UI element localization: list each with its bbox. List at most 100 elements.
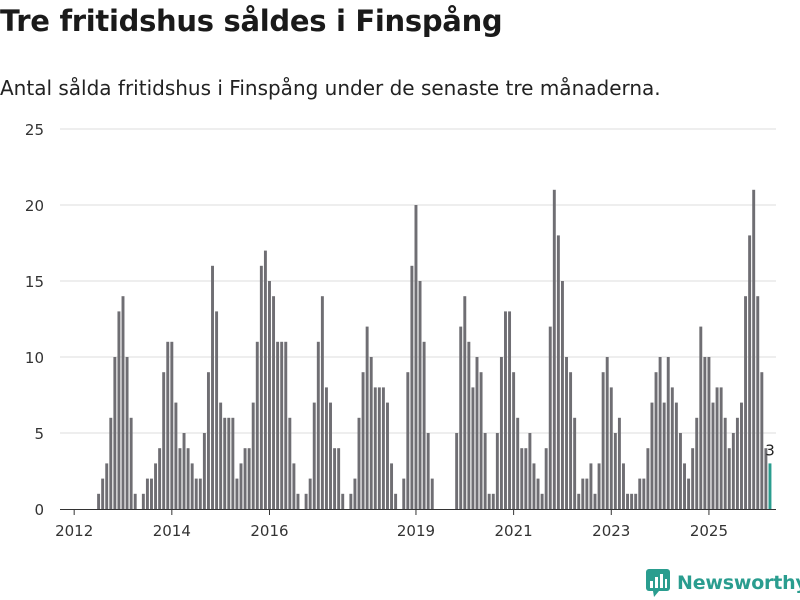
bar bbox=[239, 463, 243, 509]
bar bbox=[251, 402, 255, 509]
bar bbox=[353, 478, 357, 509]
bar bbox=[687, 478, 691, 509]
bar bbox=[764, 448, 768, 509]
bar bbox=[499, 357, 503, 509]
bar bbox=[373, 387, 377, 509]
bar bbox=[243, 448, 247, 509]
bar bbox=[731, 433, 735, 509]
bar bbox=[259, 265, 263, 509]
bar bbox=[646, 448, 650, 509]
bar bbox=[414, 205, 418, 509]
bar bbox=[276, 341, 280, 509]
bar bbox=[642, 478, 646, 509]
bar bbox=[540, 493, 544, 509]
bar bbox=[198, 478, 202, 509]
bar bbox=[548, 326, 552, 509]
bar bbox=[141, 493, 145, 509]
bar bbox=[650, 402, 654, 509]
bar bbox=[178, 448, 182, 509]
bar bbox=[316, 341, 320, 509]
bar bbox=[654, 372, 658, 509]
bar bbox=[190, 463, 194, 509]
chart-title: Tre fritidshus såldes i Finspång bbox=[0, 4, 503, 38]
bar bbox=[105, 463, 109, 509]
bar bbox=[288, 417, 292, 509]
y-tick-label: 5 bbox=[34, 425, 44, 443]
bar bbox=[174, 402, 178, 509]
bar bbox=[662, 402, 666, 509]
bar bbox=[158, 448, 162, 509]
bar bbox=[674, 402, 678, 509]
bar bbox=[154, 463, 158, 509]
bar bbox=[97, 493, 101, 509]
bar bbox=[455, 433, 459, 509]
bar bbox=[324, 387, 328, 509]
bar bbox=[467, 341, 471, 509]
bar bbox=[215, 311, 219, 509]
bar bbox=[247, 448, 251, 509]
bar bbox=[304, 493, 308, 509]
bar bbox=[422, 341, 426, 509]
bar bbox=[255, 341, 259, 509]
bar bbox=[341, 493, 345, 509]
bar bbox=[426, 433, 430, 509]
bar bbox=[630, 493, 634, 509]
y-tick-label: 20 bbox=[25, 197, 44, 215]
bar bbox=[609, 387, 613, 509]
y-tick-label: 25 bbox=[25, 121, 44, 139]
bar bbox=[735, 417, 739, 509]
bar bbox=[658, 357, 662, 509]
bar bbox=[613, 433, 617, 509]
bar bbox=[410, 265, 414, 509]
bar bbox=[219, 402, 223, 509]
bar bbox=[263, 250, 267, 509]
bar bbox=[129, 417, 133, 509]
bar bbox=[678, 433, 682, 509]
bar bbox=[516, 417, 520, 509]
bar bbox=[268, 281, 271, 509]
bar bbox=[552, 189, 556, 510]
bar bbox=[320, 296, 324, 509]
bar bbox=[369, 357, 373, 509]
bar bbox=[402, 478, 406, 509]
bar bbox=[727, 448, 731, 509]
y-tick-label: 0 bbox=[34, 501, 44, 519]
bar bbox=[544, 448, 548, 509]
bar bbox=[227, 417, 231, 509]
bar bbox=[471, 387, 475, 509]
bar bbox=[556, 235, 560, 509]
bar bbox=[703, 357, 707, 509]
bar bbox=[577, 493, 581, 509]
bar bbox=[581, 478, 585, 509]
last-bar-data-label: 3 bbox=[765, 441, 775, 459]
bar bbox=[528, 433, 532, 509]
bar bbox=[707, 357, 711, 509]
bar bbox=[133, 493, 137, 509]
bar bbox=[381, 387, 385, 509]
bar bbox=[361, 372, 365, 509]
bar bbox=[337, 448, 341, 509]
bar bbox=[365, 326, 369, 509]
bar bbox=[760, 372, 764, 509]
bar bbox=[565, 357, 568, 509]
bar bbox=[296, 493, 300, 509]
bar bbox=[206, 372, 210, 509]
bar bbox=[593, 493, 597, 509]
bar bbox=[211, 265, 214, 509]
bar bbox=[475, 357, 479, 509]
x-tick-label: 2023 bbox=[592, 522, 630, 540]
bar bbox=[699, 326, 703, 509]
bar bbox=[691, 448, 695, 509]
bar bbox=[524, 448, 528, 509]
bar bbox=[390, 463, 394, 509]
y-tick-label: 15 bbox=[25, 273, 44, 291]
bar bbox=[483, 433, 487, 509]
bar bbox=[536, 478, 540, 509]
bar bbox=[504, 311, 507, 509]
chart-subtitle: Antal sålda fritidshus i Finspång under … bbox=[0, 76, 661, 100]
bar bbox=[284, 341, 288, 509]
bar bbox=[231, 417, 235, 509]
bar bbox=[329, 402, 332, 509]
x-tick-label: 2025 bbox=[690, 522, 728, 540]
